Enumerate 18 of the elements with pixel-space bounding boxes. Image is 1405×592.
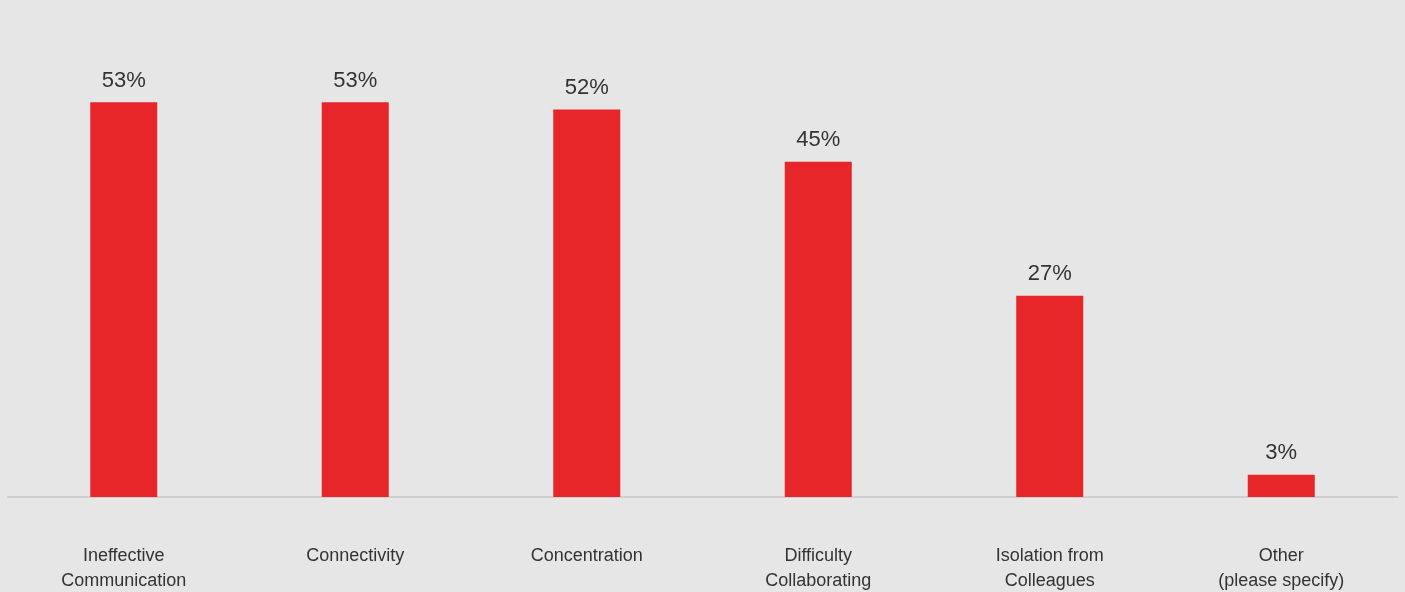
bar xyxy=(90,102,158,497)
bar xyxy=(1247,474,1315,497)
bar xyxy=(321,102,389,497)
x-tick-label: Other (please specify) xyxy=(1218,544,1345,590)
x-tick-label: Connectivity xyxy=(306,544,405,565)
data-label: 45% xyxy=(796,126,841,152)
x-tick-label: Difficulty Collaborating xyxy=(765,544,872,590)
bar xyxy=(1016,295,1084,497)
x-tick-label: Concentration xyxy=(530,544,643,565)
data-label: 53% xyxy=(101,66,146,92)
data-label: 3% xyxy=(1265,439,1298,465)
data-label: 52% xyxy=(564,74,609,100)
bar xyxy=(553,109,621,497)
x-tick-label: Ineffective Communication xyxy=(61,544,187,590)
data-label: 27% xyxy=(1027,260,1072,286)
data-label: 53% xyxy=(333,66,378,92)
bar xyxy=(784,161,852,497)
x-tick-label: Isolation from Colleagues xyxy=(995,544,1104,590)
